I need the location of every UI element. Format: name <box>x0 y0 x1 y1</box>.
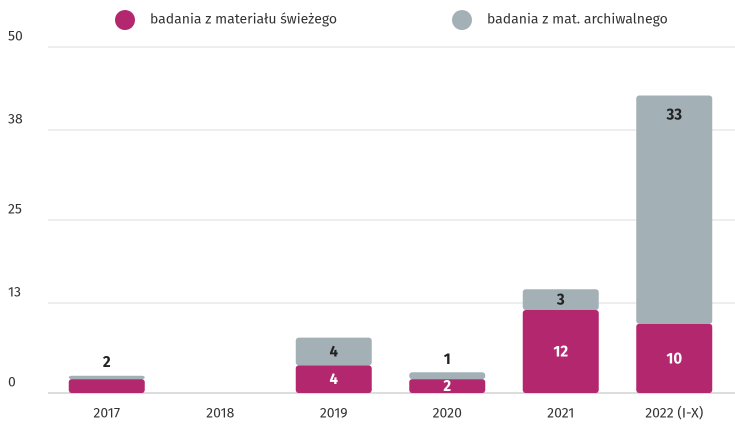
legend-swatch <box>452 10 472 30</box>
y-tick-label: 0 <box>8 374 16 391</box>
bar-value-label: 10 <box>666 349 682 367</box>
legend-label: badania z materiału świeżego <box>150 11 337 28</box>
bar-value-label: 2 <box>103 353 111 371</box>
y-tick-label: 13 <box>8 284 21 301</box>
bar-segment <box>522 289 599 310</box>
bar-segment <box>636 95 713 324</box>
bar-segment <box>409 379 486 393</box>
bar-segment <box>295 337 372 366</box>
x-tick-label: 2019 <box>320 405 348 422</box>
legend-swatch <box>115 10 135 30</box>
bar-segment <box>636 323 713 393</box>
x-tick-label: 2021 <box>547 405 574 422</box>
y-tick-label: 25 <box>8 201 22 218</box>
bar-value-label: 4 <box>330 342 339 360</box>
bar-segment <box>522 309 599 393</box>
x-tick-label: 2017 <box>93 405 120 422</box>
bar-segment <box>409 372 486 380</box>
x-tick-label: 2022 (I-X) <box>645 405 703 422</box>
y-tick-label: 38 <box>8 111 23 128</box>
bar-value-label: 2 <box>443 377 451 395</box>
legend-label: badania z mat. archiwalnego <box>487 11 668 28</box>
y-tick-label: 50 <box>8 28 23 45</box>
bar-value-label: 1 <box>444 350 451 368</box>
x-tick-label: 2018 <box>206 405 234 422</box>
x-tick-label: 2020 <box>433 405 463 422</box>
bar-segment <box>295 365 372 393</box>
bar-value-label: 12 <box>553 342 568 360</box>
bar-segment <box>68 375 145 380</box>
bar-value-label: 3 <box>556 291 565 309</box>
bar-value-label: 33 <box>665 105 682 123</box>
bar-segment <box>68 379 145 393</box>
bar-value-label: 4 <box>330 370 339 388</box>
